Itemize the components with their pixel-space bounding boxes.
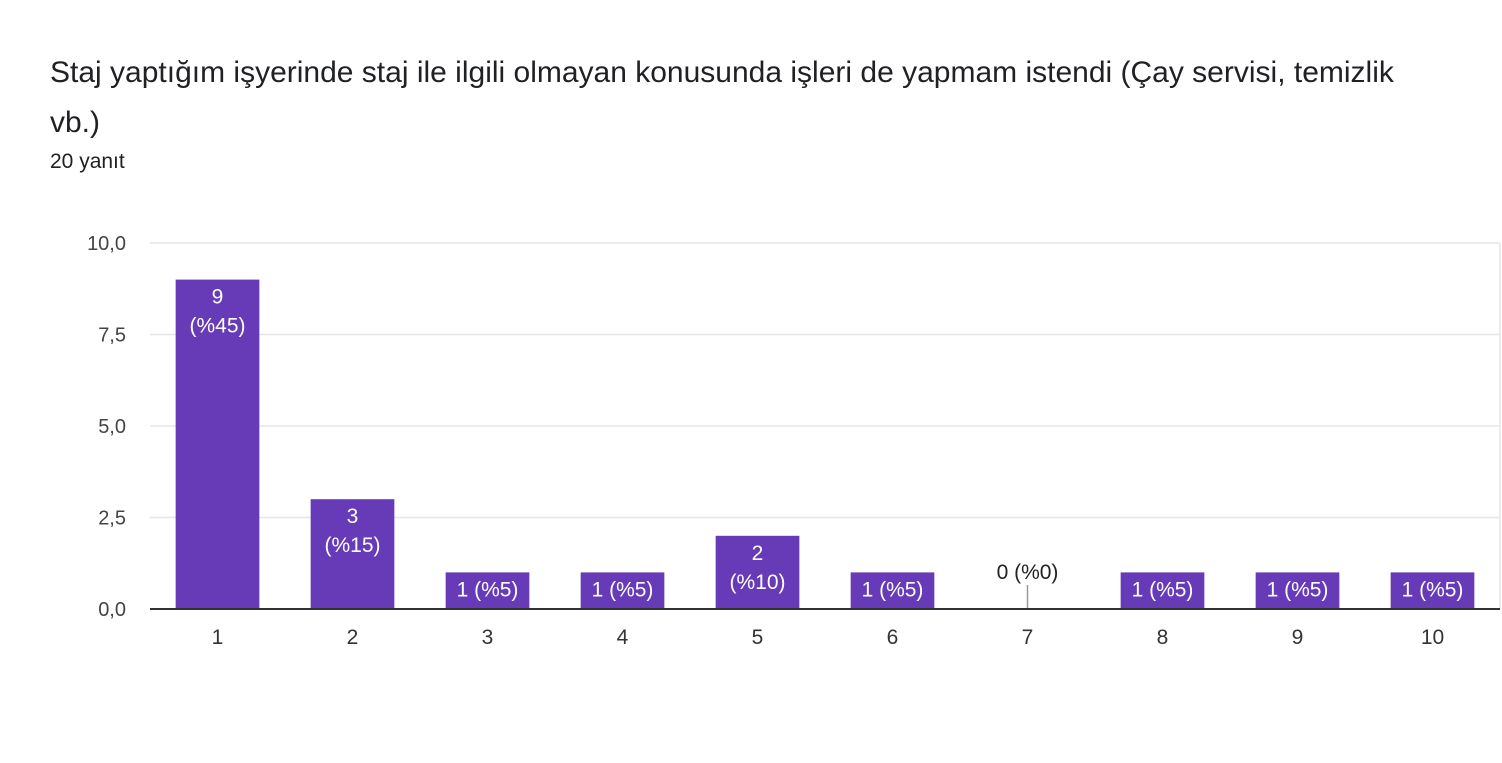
x-tick-label: 4 xyxy=(617,626,629,649)
bar xyxy=(1120,572,1205,609)
data-label: 1 (%5) xyxy=(592,578,654,601)
y-tick-label: 0,0 xyxy=(98,599,126,621)
data-label: 2 xyxy=(752,542,764,565)
bar xyxy=(850,572,935,609)
bar xyxy=(310,499,395,609)
y-tick-label: 10,0 xyxy=(87,233,126,255)
question-title: Staj yaptığım işyerinde staj ile ilgili … xyxy=(50,56,1394,139)
data-label: 1 (%5) xyxy=(1267,578,1329,601)
x-tick-label: 5 xyxy=(752,626,764,649)
data-label: 1 (%5) xyxy=(1402,578,1464,601)
x-tick-label: 6 xyxy=(887,626,899,649)
bar xyxy=(445,572,530,609)
x-tick-label: 2 xyxy=(347,626,359,649)
data-label: 1 (%5) xyxy=(1132,578,1194,601)
response-count: 20 yanıt xyxy=(50,150,125,173)
data-label: (%10) xyxy=(729,571,785,594)
x-tick-label: 1 xyxy=(212,626,224,649)
data-label: 1 (%5) xyxy=(457,578,519,601)
bar xyxy=(175,279,260,609)
y-tick-label: 2,5 xyxy=(98,508,126,530)
x-tick-label: 8 xyxy=(1157,626,1169,649)
x-tick-label: 10 xyxy=(1421,626,1444,649)
y-tick-label: 7,5 xyxy=(98,325,126,347)
bar xyxy=(1390,572,1475,609)
bar xyxy=(1255,572,1340,609)
x-tick-label: 7 xyxy=(1022,626,1034,649)
data-label: 1 (%5) xyxy=(862,578,924,601)
x-tick-label: 9 xyxy=(1292,626,1304,649)
data-label: 0 (%0) xyxy=(997,561,1059,584)
data-label: (%15) xyxy=(324,534,380,557)
data-label: (%45) xyxy=(189,315,245,338)
bar xyxy=(580,572,665,609)
y-tick-label: 5,0 xyxy=(98,416,126,438)
data-label: 3 xyxy=(347,505,359,528)
bar xyxy=(715,535,800,609)
data-label: 9 xyxy=(212,286,224,309)
x-tick-label: 3 xyxy=(482,626,494,649)
